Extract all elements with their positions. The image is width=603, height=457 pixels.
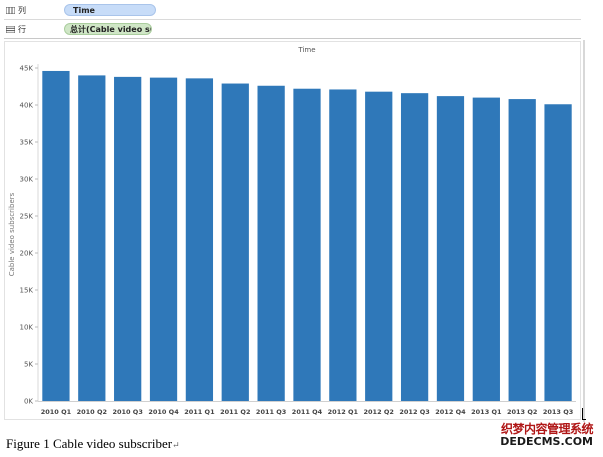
- x-tick-label: 2011 Q2: [220, 408, 250, 416]
- y-tick-label: 20K: [20, 250, 34, 258]
- rows-shelf: 行 总计(Cable video su..: [4, 21, 581, 39]
- columns-shelf: 列 Time: [4, 2, 581, 20]
- x-tick-label: 2010 Q2: [77, 408, 107, 416]
- x-tick-label: 2012 Q4: [435, 408, 466, 416]
- chart-area: Time Cable video subscribers 0K 5K 10K 15K 20K…: [4, 41, 581, 420]
- rows-shelf-icon: [6, 26, 15, 33]
- columns-pill-time[interactable]: Time: [64, 4, 156, 16]
- chart-title: Time: [297, 46, 315, 54]
- x-tick-label: 2012 Q2: [364, 408, 394, 416]
- figure-caption: Figure 1 Cable video subscriber↵: [6, 436, 180, 452]
- bar[interactable]: [257, 85, 285, 401]
- watermark: 织梦内容管理系统 DEDECMS.COM: [500, 423, 593, 447]
- x-tick-label: 2010 Q1: [41, 408, 72, 416]
- rows-pill-measure[interactable]: 总计(Cable video su..: [64, 23, 152, 35]
- y-tick-label: 15K: [20, 287, 34, 295]
- x-tick-label: 2012 Q1: [328, 408, 359, 416]
- bar[interactable]: [78, 75, 106, 402]
- bar[interactable]: [149, 77, 178, 401]
- bar[interactable]: [221, 83, 249, 401]
- bar[interactable]: [293, 88, 321, 401]
- bar[interactable]: [42, 70, 70, 402]
- y-axis-label: Cable video subscribers: [8, 192, 16, 276]
- x-tick-label: 2011 Q4: [292, 408, 323, 416]
- bar[interactable]: [436, 96, 465, 401]
- figure-caption-text: Figure 1 Cable video subscriber: [6, 436, 173, 451]
- y-tick-label: 25K: [20, 213, 34, 221]
- x-tick-label: 2010 Q3: [112, 408, 142, 416]
- bar[interactable]: [365, 91, 393, 402]
- x-tick-label: 2010 Q4: [148, 408, 179, 416]
- x-tick-label: 2012 Q3: [399, 408, 429, 416]
- bar[interactable]: [508, 99, 536, 401]
- bar[interactable]: [472, 97, 500, 401]
- paragraph-mark: ↵: [172, 440, 180, 450]
- x-tick-label: 2013 Q1: [471, 408, 502, 416]
- x-tick-label: 2011 Q1: [184, 408, 215, 416]
- y-tick-label: 10K: [20, 324, 34, 332]
- chart-scroll-edge[interactable]: [583, 40, 585, 422]
- bar[interactable]: [114, 76, 142, 401]
- watermark-line-2: DEDECMS.COM: [500, 434, 593, 448]
- y-tick-label: 5K: [24, 361, 33, 369]
- columns-shelf-label: 列: [18, 6, 26, 15]
- bar[interactable]: [329, 89, 357, 402]
- bar[interactable]: [400, 93, 429, 401]
- bar[interactable]: [185, 78, 214, 402]
- bar[interactable]: [544, 104, 572, 401]
- x-tick-label: 2011 Q3: [256, 408, 286, 416]
- y-tick-label: 0K: [24, 398, 33, 406]
- y-tick-label: 30K: [20, 176, 34, 184]
- y-tick-label: 40K: [20, 102, 34, 110]
- y-tick-label: 45K: [20, 65, 34, 73]
- columns-shelf-icon: [6, 7, 15, 14]
- y-tick-label: 35K: [20, 139, 34, 147]
- x-tick-label: 2013 Q3: [543, 408, 573, 416]
- corner-mark: [582, 408, 586, 420]
- bar-chart: Time Cable video subscribers 0K 5K 10K 15K 20K…: [8, 46, 576, 416]
- x-tick-label: 2013 Q2: [507, 408, 537, 416]
- watermark-line-1: 织梦内容管理系统: [500, 422, 594, 436]
- rows-shelf-label: 行: [18, 25, 26, 34]
